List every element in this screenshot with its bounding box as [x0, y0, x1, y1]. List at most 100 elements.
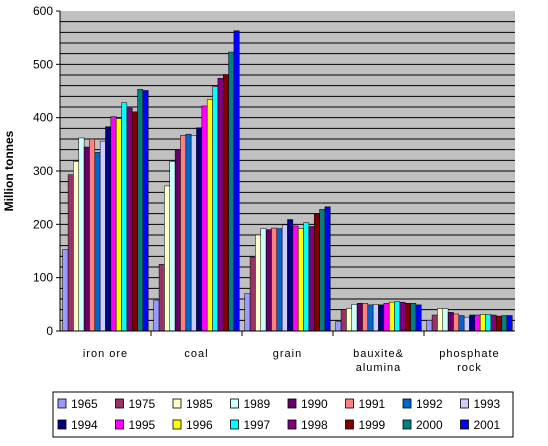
bar-2001-2 — [324, 206, 331, 332]
y-tick-label: 600 — [33, 4, 53, 18]
bar-1985-3 — [346, 308, 353, 332]
legend-swatch-1989 — [230, 398, 239, 409]
bar-1990-3 — [356, 303, 363, 332]
bar-1965-3 — [335, 321, 342, 332]
legend-swatch-1993 — [460, 398, 469, 409]
legend: 1965 1975 1985 1989 1990 1991 1992 1993 1994 1995… — [52, 391, 514, 438]
bars — [62, 30, 513, 332]
y-tick-label: 0 — [46, 324, 53, 338]
legend-label-1965: 1965 — [71, 397, 98, 411]
bar-1993-2 — [281, 224, 288, 332]
bar-1997-0 — [121, 102, 128, 332]
bar-1994-0 — [105, 126, 112, 332]
bar-1998-2 — [308, 226, 315, 332]
bar-2000-4 — [501, 315, 508, 332]
bar-1993-4 — [463, 316, 470, 332]
legend-swatch-1991 — [345, 398, 354, 409]
bar-1994-1 — [196, 127, 203, 332]
legend-box — [52, 391, 514, 438]
bar-1999-0 — [131, 111, 138, 332]
legend-label-2001: 2001 — [474, 418, 501, 432]
bar-2001-1 — [233, 30, 240, 332]
legend-label-1995: 1995 — [129, 418, 156, 432]
bar-1999-3 — [404, 303, 411, 332]
y-tick-label: 400 — [33, 111, 53, 125]
bar-1997-2 — [303, 222, 310, 332]
bar-1975-4 — [431, 314, 438, 332]
bar-1965-1 — [153, 299, 160, 332]
legend-label-1998: 1998 — [301, 418, 328, 432]
legend-label-1975: 1975 — [129, 397, 156, 411]
bar-1997-3 — [394, 301, 401, 332]
legend-label-2000: 2000 — [416, 418, 443, 432]
bar-1965-0 — [62, 249, 69, 332]
legend-label-1994: 1994 — [71, 418, 98, 432]
y-tick-label: 200 — [33, 217, 53, 231]
legend-swatch-1996 — [172, 419, 182, 430]
bar-1991-0 — [89, 138, 96, 332]
bar-1993-1 — [190, 135, 197, 332]
legend-label-1989: 1989 — [244, 397, 271, 411]
bar-1998-0 — [126, 107, 133, 332]
bar-1994-2 — [287, 219, 294, 332]
legend-swatch-1999 — [345, 419, 354, 430]
bar-2000-2 — [319, 209, 326, 332]
y-tick-label: 300 — [33, 164, 53, 178]
bar-1995-1 — [201, 105, 208, 332]
bar-1989-4 — [442, 308, 449, 332]
bar-1994-3 — [378, 304, 385, 332]
y-tick-label: 500 — [33, 57, 53, 71]
legend-label-1991: 1991 — [359, 397, 386, 411]
bar-1999-2 — [313, 213, 320, 332]
bar-1996-4 — [479, 314, 486, 332]
bar-1996-2 — [297, 228, 304, 332]
bar-2000-3 — [410, 303, 417, 332]
bar-2000-0 — [137, 89, 144, 332]
bar-1989-1 — [169, 161, 176, 332]
bar-1975-2 — [249, 257, 256, 332]
bar-1992-0 — [94, 152, 101, 332]
bar-1990-0 — [83, 146, 90, 332]
legend-swatch-1985 — [172, 398, 182, 409]
category-label: alumina — [356, 362, 402, 374]
bar-1975-1 — [158, 264, 165, 332]
bar-1992-3 — [367, 304, 374, 332]
legend-label-1992: 1992 — [416, 397, 443, 411]
category-label: coal — [184, 348, 208, 360]
legend-label-1996: 1996 — [186, 418, 213, 432]
bar-1996-1 — [206, 99, 213, 332]
bar-1975-3 — [340, 309, 347, 332]
category-label: bauxite& — [353, 348, 404, 360]
bar-2000-1 — [228, 51, 235, 332]
bar-1993-3 — [372, 304, 379, 332]
legend-swatch-1992 — [402, 398, 412, 409]
bar-1993-0 — [99, 140, 106, 332]
legend-swatch-1990 — [287, 398, 297, 409]
bar-1991-1 — [180, 135, 187, 332]
bar-1975-0 — [67, 174, 74, 332]
bar-1995-3 — [383, 303, 390, 332]
legend-label-1993: 1993 — [474, 397, 501, 411]
legend-swatch-1975 — [115, 398, 124, 409]
bar-1989-0 — [78, 137, 85, 332]
bar-2001-0 — [142, 90, 149, 332]
bar-2001-4 — [506, 315, 513, 332]
category-label: grain — [273, 348, 302, 360]
bar-1994-4 — [469, 314, 476, 332]
axes — [56, 10, 515, 336]
bar-2001-3 — [415, 304, 422, 332]
bar-1996-3 — [388, 301, 395, 332]
legend-label-1990: 1990 — [301, 397, 328, 411]
bar-1998-4 — [490, 314, 497, 332]
bar-1991-4 — [453, 313, 460, 332]
legend-label-1997: 1997 — [244, 418, 271, 432]
legend-swatch-2000 — [402, 419, 412, 430]
category-label: iron ore — [83, 348, 128, 360]
legend-label-1985: 1985 — [186, 397, 213, 411]
bar-1996-0 — [115, 118, 122, 332]
bar-1985-4 — [437, 308, 444, 332]
bar-1985-1 — [164, 185, 171, 332]
bar-1991-2 — [271, 227, 278, 332]
bar-1998-1 — [217, 77, 224, 332]
bar-1995-0 — [110, 116, 117, 332]
